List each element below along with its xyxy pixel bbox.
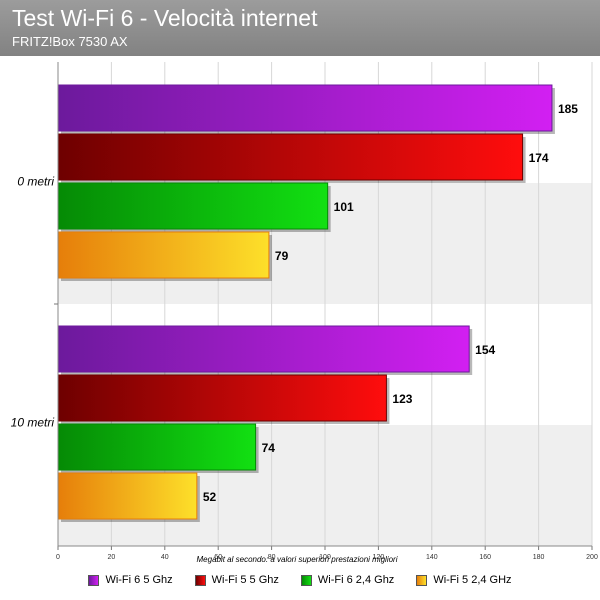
category-label: 10 metri <box>11 416 55 430</box>
x-axis-title: Megabit al secondo: a valori superiori p… <box>197 555 398 564</box>
legend-swatch <box>194 574 206 586</box>
legend-item: Wi-Fi 6 2,4 Ghz <box>300 571 395 589</box>
legend-item: Wi-Fi 5 5 Ghz <box>194 571 279 589</box>
bar-value-label: 185 <box>558 102 578 116</box>
category-label: 0 metri <box>17 175 54 189</box>
x-tick-label: 160 <box>479 554 491 561</box>
bar <box>57 472 198 520</box>
x-tick-label: 200 <box>586 554 598 561</box>
legend-swatch <box>300 574 312 586</box>
legend-swatch <box>416 574 428 586</box>
x-tick-label: 120 <box>373 554 385 561</box>
legend-label: Wi-Fi 6 5 Ghz <box>105 574 173 586</box>
bar-value-label: 123 <box>392 392 412 406</box>
x-tick-label: 100 <box>319 554 331 561</box>
chart-title: Test Wi-Fi 6 - Velocità internet <box>12 5 318 31</box>
bar-value-label: 79 <box>275 249 289 263</box>
bar-value-label: 74 <box>262 441 276 455</box>
x-tick-label: 0 <box>56 554 60 561</box>
bar-value-label: 52 <box>203 490 217 504</box>
legend-item: Wi-Fi 6 5 Ghz <box>88 571 173 589</box>
chart-header: Test Wi-Fi 6 - Velocità internet FRITZ!B… <box>0 0 600 56</box>
bar <box>57 423 257 471</box>
chart-legend: Wi-Fi 6 5 Ghz Wi-Fi 5 5 Ghz Wi-Fi 6 2,4 Gh… <box>0 571 600 589</box>
bar <box>57 182 329 230</box>
bar <box>57 374 387 422</box>
bar <box>57 325 470 373</box>
legend-label: Wi-Fi 5 2,4 GHz <box>433 574 512 586</box>
bar-value-label: 174 <box>529 151 549 165</box>
bar-value-label: 101 <box>334 200 354 214</box>
legend-item: Wi-Fi 5 2,4 GHz <box>416 571 512 589</box>
bar <box>57 133 524 181</box>
x-tick-label: 80 <box>268 554 276 561</box>
legend-swatch <box>88 574 100 586</box>
bar-value-label: 154 <box>475 343 495 357</box>
legend-label: Wi-Fi 6 2,4 Ghz <box>317 574 395 586</box>
x-tick-label: 20 <box>108 554 116 561</box>
bar <box>57 231 270 279</box>
x-tick-label: 140 <box>426 554 438 561</box>
x-tick-label: 60 <box>214 554 222 561</box>
x-tick-label: 180 <box>533 554 545 561</box>
bar-chart: 0 20 40 60 80 100 120 140 160 180 200 185 174 101 79 0 … <box>11 62 598 564</box>
bar <box>57 84 553 132</box>
legend-label: Wi-Fi 5 5 Ghz <box>211 574 279 586</box>
chart-subtitle: FRITZ!Box 7530 AX <box>12 34 128 49</box>
x-tick-label: 40 <box>161 554 169 561</box>
